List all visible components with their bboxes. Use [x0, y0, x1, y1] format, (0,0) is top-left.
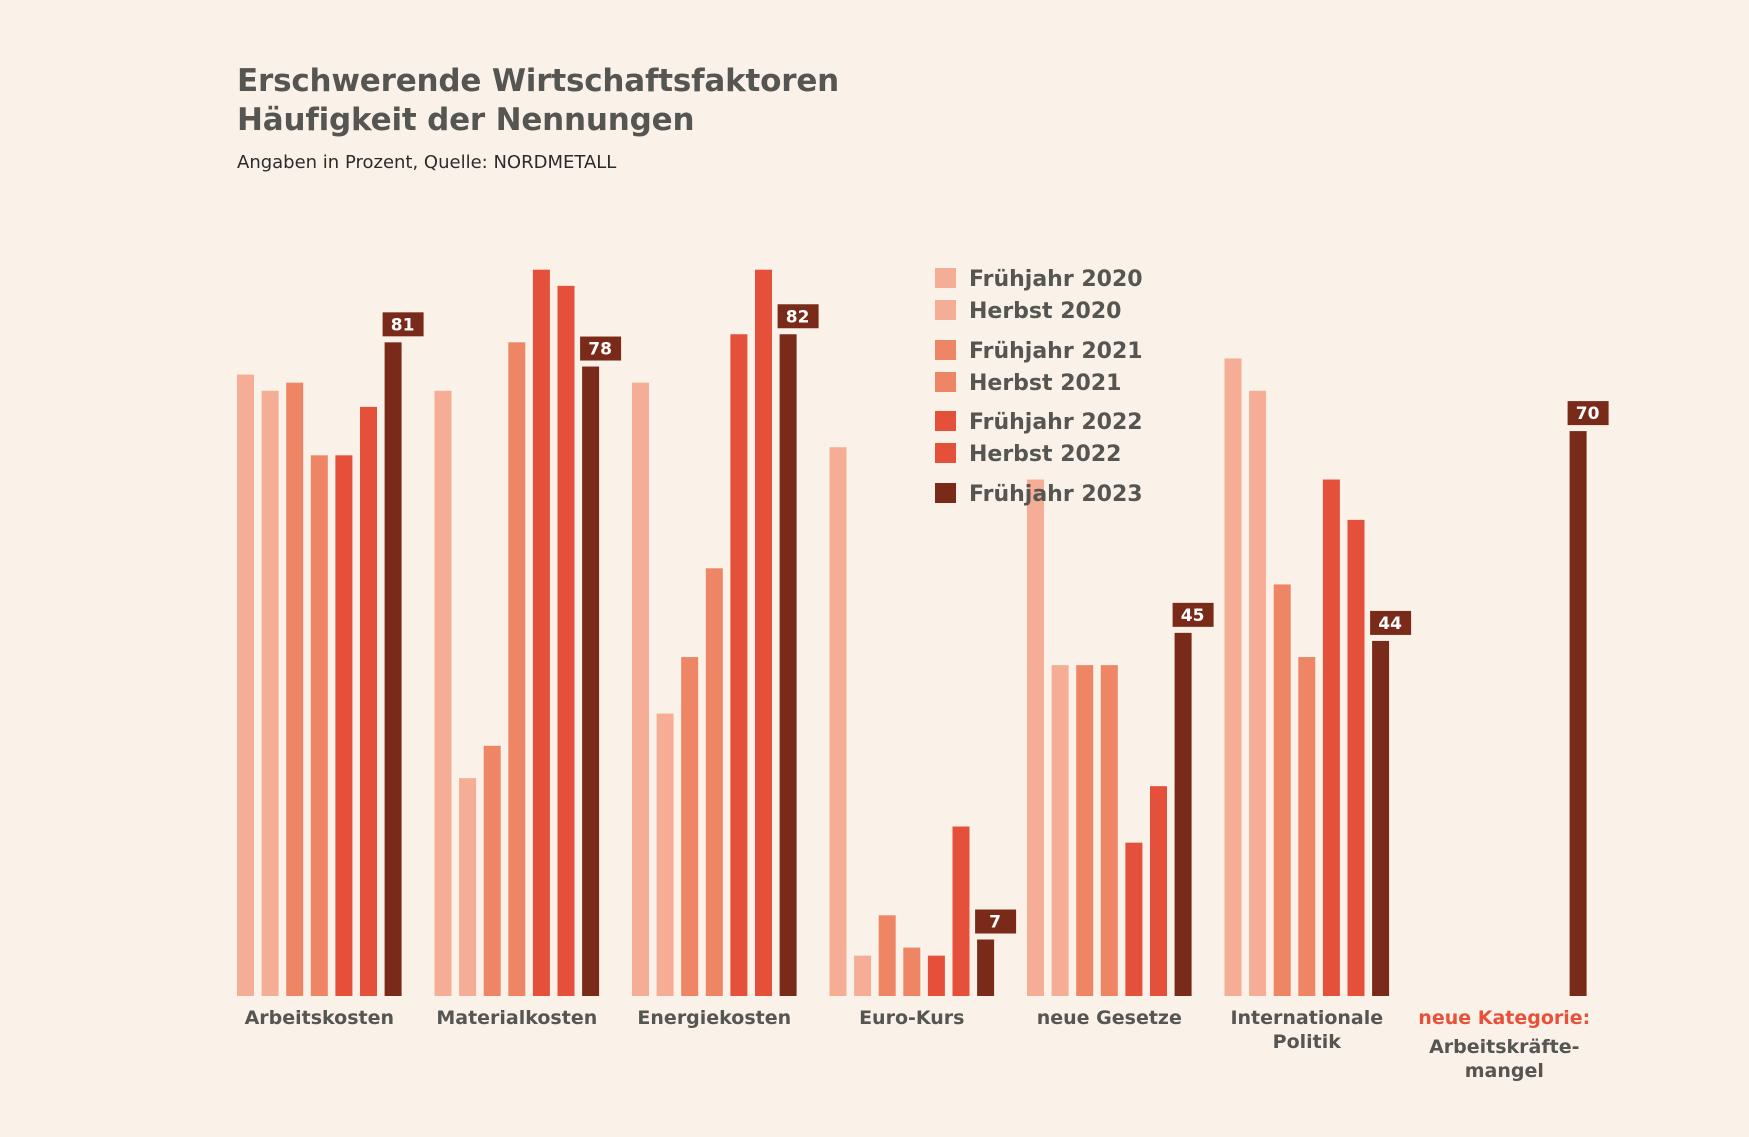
- value-label-box-4: [1172, 602, 1214, 627]
- category-label-6-1: mangel: [1465, 1060, 1544, 1082]
- bar-3-0: [829, 447, 847, 996]
- bar-3-3: [903, 947, 921, 996]
- bar-4-5: [1150, 786, 1167, 996]
- legend-label-5: Herbst 2022: [969, 442, 1121, 467]
- bar-1-4: [532, 269, 550, 996]
- value-label-1: 78: [588, 340, 612, 360]
- bar-5-5: [1347, 519, 1365, 996]
- bar-4-6: [1174, 632, 1192, 996]
- value-label-2: 82: [786, 307, 810, 327]
- bar-2-3: [705, 568, 723, 996]
- bar-2-0: [632, 382, 649, 996]
- legend-swatch-4: [935, 411, 956, 431]
- bar-0-1: [261, 390, 279, 996]
- bar-5-1: [1249, 390, 1267, 996]
- bar-0-2: [286, 382, 304, 996]
- legend-swatch-3: [935, 372, 956, 392]
- bar-1-6: [582, 366, 600, 996]
- chart-subtitle: Angaben in Prozent, Quelle: NORDMETALL: [237, 152, 617, 173]
- legend-label-6: Frühjahr 2023: [969, 482, 1143, 507]
- bar-2-5: [755, 269, 772, 996]
- legend-swatch-0: [935, 268, 956, 288]
- category-label-6-0: Arbeitskräfte-: [1429, 1036, 1579, 1058]
- legend-swatch-1: [935, 300, 956, 320]
- value-label-box-1: [580, 336, 622, 361]
- value-label-5: 44: [1378, 614, 1402, 634]
- bar-4-0: [1027, 479, 1044, 996]
- legend-swatch-6: [935, 483, 956, 503]
- value-label-box-6: [1567, 401, 1609, 426]
- bar-3-5: [952, 826, 970, 996]
- bar-5-3: [1298, 657, 1316, 996]
- chart-title: Erschwerende Wirtschaftsfaktoren Häufigk…: [237, 62, 839, 140]
- bar-4-2: [1076, 665, 1094, 996]
- bar-2-4: [730, 334, 748, 996]
- legend-label-1: Herbst 2020: [969, 299, 1121, 324]
- value-label-box-0: [382, 312, 424, 337]
- category-label-4-0: neue Gesetze: [1037, 1007, 1182, 1029]
- bar-1-2: [483, 745, 501, 996]
- legend-label-0: Frühjahr 2020: [969, 267, 1143, 292]
- category-prefix-6: neue Kategorie:: [1418, 1007, 1590, 1029]
- bar-5-4: [1322, 479, 1340, 996]
- value-label-6: 70: [1576, 404, 1600, 424]
- bar-5-6: [1372, 640, 1390, 996]
- bar-5-2: [1273, 584, 1291, 996]
- value-label-box-5: [1370, 610, 1412, 635]
- bar-3-4: [927, 955, 945, 996]
- bar-0-5: [360, 406, 377, 996]
- bar-3-6: [977, 939, 995, 996]
- category-label-5-1: Politik: [1273, 1031, 1342, 1053]
- bar-2-2: [681, 657, 699, 996]
- bar-0-3: [310, 455, 328, 996]
- bar-0-0: [237, 374, 254, 996]
- bar-0-6: [384, 342, 402, 997]
- bar-4-3: [1100, 665, 1118, 996]
- category-label-3-0: Euro-Kurs: [859, 1007, 964, 1029]
- value-label-3: 7: [989, 913, 1001, 933]
- bar-1-3: [508, 342, 526, 997]
- legend-label-2: Frühjahr 2021: [969, 339, 1143, 364]
- legend-label-4: Frühjahr 2022: [969, 410, 1143, 435]
- bar-4-1: [1051, 665, 1069, 996]
- bar-3-1: [854, 955, 872, 996]
- bar-1-1: [459, 778, 477, 996]
- bar-1-5: [557, 285, 575, 997]
- chart-title-line1: Erschwerende Wirtschaftsfaktoren: [237, 63, 840, 99]
- bar-2-6: [779, 334, 797, 996]
- value-label-box-2: [777, 304, 819, 329]
- legend-swatch-2: [935, 340, 956, 360]
- bar-5-0: [1224, 358, 1242, 997]
- bar-3-2: [878, 915, 896, 996]
- legend-swatch-5: [935, 443, 956, 463]
- category-label-5-0: Internationale: [1230, 1007, 1383, 1029]
- value-label-4: 45: [1181, 606, 1205, 626]
- value-label-box-3: [975, 909, 1017, 934]
- bar-2-1: [656, 713, 674, 996]
- legend-label-3: Herbst 2021: [969, 371, 1121, 396]
- category-label-0-0: Arbeitskosten: [245, 1007, 394, 1029]
- bar-1-0: [434, 390, 452, 996]
- category-label-1-0: Materialkosten: [436, 1007, 597, 1029]
- bar-4-4: [1125, 842, 1143, 996]
- category-label-2-0: Energiekosten: [637, 1007, 791, 1029]
- bar-0-4: [335, 455, 353, 996]
- chart-title-line2: Häufigkeit der Nennungen: [237, 102, 695, 138]
- value-label-0: 81: [391, 315, 415, 335]
- bar-6-6: [1569, 431, 1587, 997]
